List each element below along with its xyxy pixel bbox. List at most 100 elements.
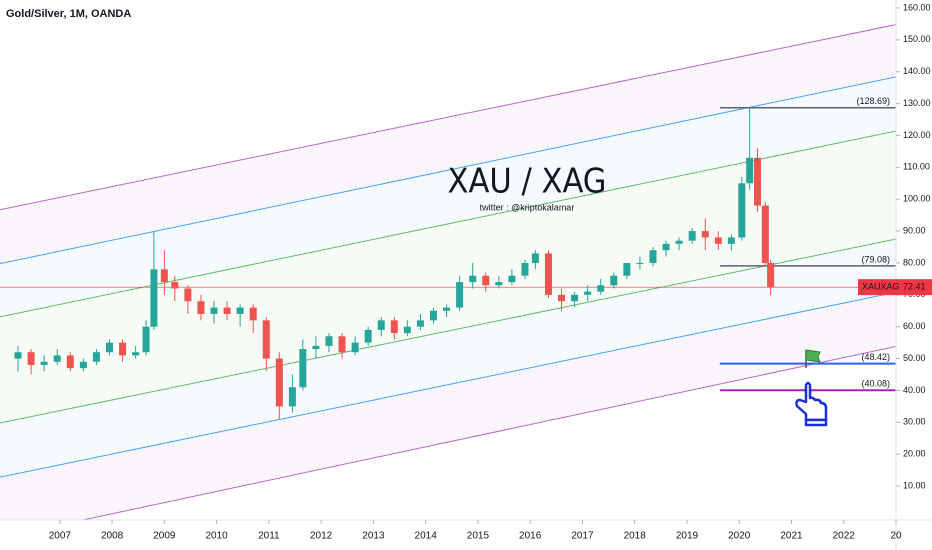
- candle-body: [636, 262, 644, 264]
- x-tick-label: 2017: [571, 531, 594, 542]
- candle-body: [416, 320, 424, 327]
- candle-body: [469, 275, 477, 283]
- candle-body: [312, 345, 320, 350]
- candle-body: [714, 237, 722, 244]
- candle-body: [66, 355, 74, 369]
- y-tick-label: 140.00: [903, 66, 931, 76]
- candle-body: [351, 342, 359, 353]
- x-tick-label: 2018: [624, 531, 647, 542]
- channel-band: [0, 76, 896, 317]
- candle-body: [377, 320, 385, 330]
- x-tick-label: 2009: [153, 531, 176, 542]
- heading: XAU / XAG: [448, 162, 607, 202]
- candle-body: [27, 352, 35, 365]
- candle-body: [14, 352, 22, 359]
- candle-body: [150, 269, 158, 327]
- candle-body: [364, 329, 372, 343]
- y-tick-label: 80.00: [903, 257, 926, 267]
- candle-body: [262, 320, 270, 359]
- candle-body: [53, 355, 61, 362]
- y-tick-label: 30.00: [903, 417, 926, 427]
- y-tick-label: 40.00: [903, 385, 926, 395]
- y-tick-label: 90.00: [903, 225, 926, 235]
- candle-body: [288, 387, 296, 407]
- candle-body: [443, 307, 451, 311]
- candle-body: [210, 307, 218, 314]
- candle-body: [610, 275, 618, 286]
- candle-body: [761, 205, 769, 263]
- candle-body: [662, 243, 670, 251]
- channel-band: [0, 292, 896, 520]
- candle-body: [160, 269, 168, 283]
- candle-body: [40, 361, 48, 365]
- candle-body: [623, 262, 631, 276]
- y-tick-label: 100.00: [903, 194, 931, 204]
- y-tick-label: 160.00: [903, 2, 931, 12]
- candle-body: [508, 275, 516, 283]
- candle-body: [738, 183, 746, 238]
- candle-body: [403, 326, 411, 334]
- candle-body: [105, 342, 113, 353]
- x-tick-label: 2012: [310, 531, 333, 542]
- x-tick-label: 2019: [676, 531, 699, 542]
- level-label: (79.08): [861, 254, 890, 264]
- x-tick-label: 2008: [101, 531, 124, 542]
- x-tick-label: 2013: [362, 531, 385, 542]
- candle-body: [223, 307, 231, 314]
- candle-body: [495, 282, 503, 286]
- candle-body: [746, 157, 754, 184]
- candle-body: [544, 253, 552, 295]
- candle-body: [299, 349, 307, 388]
- candle-body: [92, 352, 100, 362]
- candle-body: [119, 342, 127, 356]
- candle-body: [688, 231, 696, 241]
- candle-body: [701, 231, 709, 238]
- y-tick-label: 150.00: [903, 34, 931, 44]
- y-tick-label: 20.00: [903, 449, 926, 459]
- channel-line: [0, 238, 896, 424]
- candle-body: [132, 352, 140, 356]
- y-tick-label: 120.00: [903, 130, 931, 140]
- hand-icon: [795, 381, 828, 427]
- y-tick-label: 50.00: [903, 353, 926, 363]
- candle-body: [558, 294, 566, 302]
- candle-body: [571, 294, 579, 302]
- x-tick-label: 20: [890, 531, 902, 542]
- level-label: (128.69): [856, 96, 890, 106]
- candle-body: [675, 240, 683, 244]
- x-tick-label: 2021: [780, 531, 803, 542]
- candle-body: [79, 361, 87, 369]
- y-tick-label: 110.00: [903, 162, 930, 172]
- x-tick-label: 2015: [467, 531, 490, 542]
- price-label-box: [858, 279, 932, 296]
- candle-body: [325, 336, 333, 346]
- candle-body: [597, 285, 605, 292]
- subheading: twitter : @kriptokalamar: [480, 202, 575, 212]
- channel-band: [0, 131, 896, 423]
- candle-body: [649, 250, 657, 263]
- channel-line: [0, 24, 896, 211]
- candle-body: [184, 288, 192, 302]
- candle-body: [249, 307, 257, 321]
- flag-icon: [805, 349, 821, 368]
- channel-band: [0, 239, 896, 478]
- candle-body: [197, 301, 205, 314]
- candle-body: [142, 326, 150, 353]
- candle-body: [338, 336, 346, 353]
- plot-area: [0, 24, 896, 520]
- candle-body: [171, 282, 179, 289]
- candle-body: [531, 253, 539, 263]
- channel-band: [0, 24, 896, 264]
- level-label: (40.08): [861, 379, 890, 389]
- candle-body: [390, 320, 398, 334]
- channel-line: [80, 345, 896, 520]
- x-tick-label: 2022: [833, 531, 856, 542]
- candle-body: [767, 262, 775, 288]
- channel-line: [0, 291, 896, 478]
- y-tick-label: 130.00: [903, 98, 931, 108]
- chart-title: Gold/Silver, 1M, OANDA: [6, 8, 131, 20]
- x-tick-label: 2007: [49, 531, 72, 542]
- x-tick-label: 2016: [519, 531, 542, 542]
- price-label-value: 72.41: [903, 282, 926, 292]
